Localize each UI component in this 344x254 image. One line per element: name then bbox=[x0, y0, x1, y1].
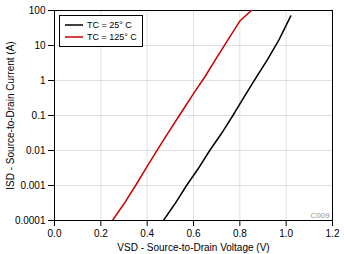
svg-text:VSD - Source-to-Drain Voltage: VSD - Source-to-Drain Voltage (V) bbox=[117, 242, 269, 253]
svg-text:1.2: 1.2 bbox=[326, 228, 340, 239]
html-text:TC = 25° C: TC = 25° C bbox=[87, 20, 132, 30]
svg-text:1: 1 bbox=[40, 75, 46, 86]
svg-text:0.8: 0.8 bbox=[233, 228, 247, 239]
svg-text:0.1: 0.1 bbox=[32, 110, 46, 121]
svg-text:ISD - Source-to-Drain Current: ISD - Source-to-Drain Current (A) bbox=[5, 41, 16, 189]
svg-text:0.0: 0.0 bbox=[48, 228, 62, 239]
svg-text:0.6: 0.6 bbox=[187, 228, 201, 239]
svg-text:100: 100 bbox=[29, 5, 46, 16]
svg-text:10: 10 bbox=[34, 40, 46, 51]
svg-text:0.01: 0.01 bbox=[26, 145, 46, 156]
svg-text:1.0: 1.0 bbox=[279, 228, 293, 239]
svg-text:C009: C009 bbox=[310, 211, 330, 220]
svg-text:0.2: 0.2 bbox=[94, 228, 108, 239]
svg-text:0.0001: 0.0001 bbox=[15, 215, 46, 226]
svg-text:0.4: 0.4 bbox=[140, 228, 154, 239]
html-text:TC = 125° C: TC = 125° C bbox=[87, 32, 137, 42]
svg-text:0.001: 0.001 bbox=[20, 180, 45, 191]
